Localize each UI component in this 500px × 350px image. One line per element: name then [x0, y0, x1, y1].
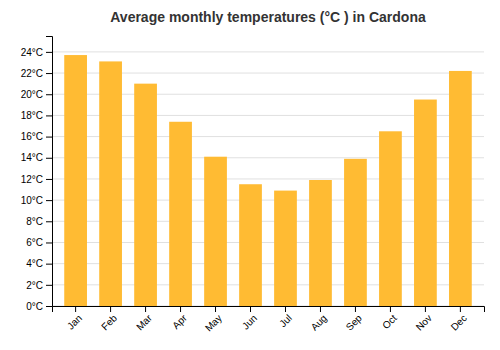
y-tick-mark	[46, 242, 52, 243]
y-axis: 0°C 2°C 4°C 6°C 8°C 10°C 12°C 14°C 16°C 18°C 20°C 2…	[21, 37, 53, 312]
y-tick: 2°C	[26, 280, 52, 291]
y-tick-label: 22°C	[21, 68, 43, 79]
bar	[239, 184, 262, 306]
bar	[309, 180, 332, 306]
chart-svg: 0°C 2°C 4°C 6°C 8°C 10°C 12°C 14°C 16°C 18°C 20°C 2…	[0, 0, 500, 350]
bar	[379, 131, 402, 306]
x-tick-label: Aug	[309, 312, 329, 332]
x-tick-mark	[320, 306, 321, 312]
x-tick-mark	[145, 306, 146, 312]
x-tick: Jan	[65, 306, 84, 332]
y-tick-label: 18°C	[21, 110, 43, 121]
bars	[64, 55, 472, 306]
y-tick-label: 4°C	[26, 258, 43, 269]
y-tick-mark	[46, 200, 52, 201]
x-tick-label: Apr	[170, 312, 189, 331]
x-tick-label: Dec	[449, 312, 469, 332]
y-tick-label: 8°C	[26, 216, 43, 227]
x-tick-mark	[250, 306, 251, 312]
x-tick: Mar	[134, 306, 154, 332]
y-tick-label: 10°C	[21, 195, 43, 206]
grid	[52, 52, 484, 306]
x-tick: Feb	[99, 306, 119, 332]
x-tick: Oct	[380, 306, 399, 331]
x-tick-label: Jan	[65, 312, 84, 331]
chart-container: 0°C 2°C 4°C 6°C 8°C 10°C 12°C 14°C 16°C 18°C 20°C 2…	[0, 0, 500, 350]
y-tick: 20°C	[21, 89, 52, 100]
bar	[169, 122, 192, 306]
y-tick: 18°C	[21, 110, 52, 121]
y-tick-label: 2°C	[26, 280, 43, 291]
x-tick-mark	[460, 306, 461, 312]
bar	[134, 84, 157, 306]
x-tick: Jul	[277, 306, 294, 329]
x-tick-label: May	[203, 312, 224, 333]
x-tick: Nov	[414, 306, 434, 333]
y-tick-label: 16°C	[21, 131, 43, 142]
y-tick: 24°C	[21, 47, 52, 58]
x-tick: Dec	[449, 306, 469, 333]
y-tick-label: 6°C	[26, 237, 43, 248]
y-tick-mark	[46, 285, 52, 286]
y-tick-label: 12°C	[21, 174, 43, 185]
x-tick: Apr	[170, 306, 189, 331]
x-tick-label: Feb	[99, 312, 119, 332]
bar	[449, 71, 472, 306]
title: Average monthly temperatures (°C ) in Ca…	[110, 9, 426, 25]
y-tick-label: 0°C	[26, 301, 43, 312]
y-tick-mark	[46, 179, 52, 180]
x-tick-mark	[285, 306, 286, 312]
x-tick-mark	[355, 306, 356, 312]
x-tick-mark	[180, 306, 181, 312]
y-tick: 6°C	[26, 237, 52, 248]
x-tick-mark	[75, 306, 76, 312]
y-tick-label: 20°C	[21, 89, 43, 100]
y-tick-mark	[46, 137, 52, 138]
x-tick: Jun	[240, 306, 259, 332]
bar	[274, 191, 297, 306]
y-tick-mark	[46, 264, 52, 265]
y-tick-mark	[46, 94, 52, 95]
x-tick-label: Mar	[134, 312, 154, 332]
x-tick: Aug	[309, 306, 329, 333]
y-tick-label: 24°C	[21, 47, 43, 58]
y-tick-mark	[46, 73, 52, 74]
y-tick-mark	[46, 158, 52, 159]
y-tick: 0°C	[26, 301, 52, 312]
x-axis: Jan Feb Mar Apr May Jun Jul Aug Sep Oct Nov Dec	[53, 306, 485, 334]
x-tick: Sep	[344, 306, 365, 333]
x-tick-mark	[390, 306, 391, 312]
x-tick-label: Oct	[380, 312, 399, 331]
y-tick: 22°C	[21, 68, 52, 79]
x-tick-label: Jun	[240, 312, 259, 331]
y-tick: 16°C	[21, 131, 52, 142]
x-tick-mark	[215, 306, 216, 312]
y-tick-label: 14°C	[21, 152, 43, 163]
x-tick-label: Sep	[344, 312, 365, 333]
y-tick: 10°C	[21, 195, 52, 206]
bar	[204, 157, 227, 306]
y-tick: 4°C	[26, 258, 52, 269]
x-tick-label: Nov	[414, 312, 434, 332]
bar	[414, 100, 437, 306]
y-tick: 12°C	[21, 174, 52, 185]
x-tick-mark	[425, 306, 426, 312]
y-tick: 14°C	[21, 152, 52, 163]
bar	[344, 159, 367, 306]
y-tick-mark	[46, 221, 52, 222]
y-tick-mark	[46, 115, 52, 116]
y-tick: 8°C	[26, 216, 52, 227]
x-tick: May	[203, 306, 224, 334]
plot-area: 0°C 2°C 4°C 6°C 8°C 10°C 12°C 14°C 16°C 18°C 20°C 2…	[21, 37, 485, 334]
grid-line	[52, 51, 484, 52]
x-tick-label: Jul	[277, 312, 294, 329]
bar	[64, 55, 87, 306]
x-tick-mark	[110, 306, 111, 312]
y-tick-mark	[46, 306, 52, 307]
x-axis-line	[53, 307, 485, 313]
y-axis-line	[46, 37, 53, 307]
bar	[99, 61, 122, 306]
y-tick-mark	[46, 52, 52, 53]
